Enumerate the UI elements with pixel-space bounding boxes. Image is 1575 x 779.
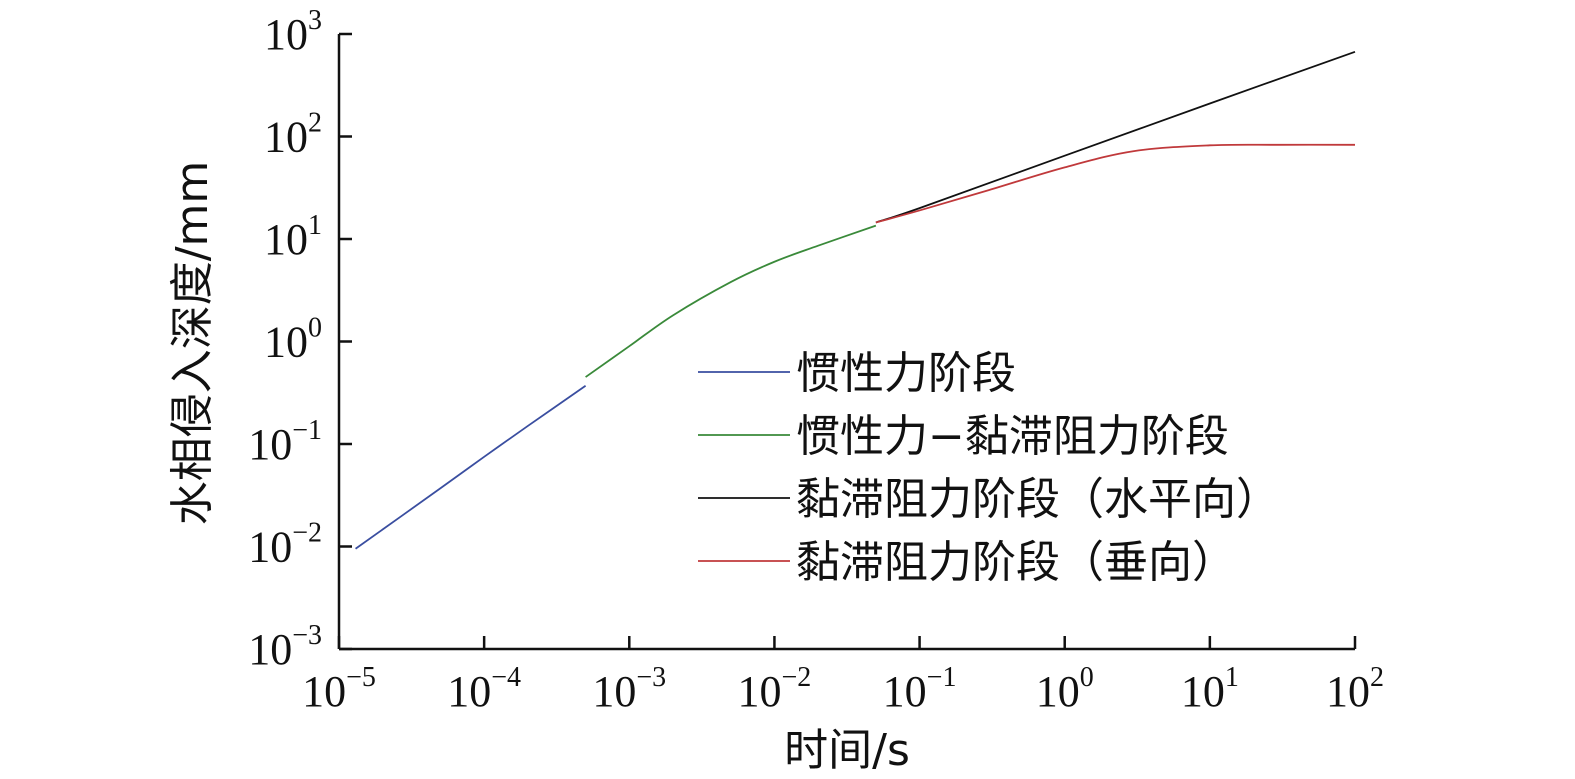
x-tick-label: 100	[1036, 662, 1094, 716]
y-tick-label: 102	[264, 108, 322, 162]
legend-label-3: 黏滞阻力阶段（水平向）	[796, 474, 1280, 525]
y-tick-label: 10−2	[248, 518, 322, 572]
y-ticks: 10−3 10−2 10−1 100 101 102 103	[248, 5, 352, 674]
y-tick-label: 10−1	[248, 415, 322, 469]
x-tick-label: 101	[1181, 662, 1239, 716]
x-tick-label: 10−5	[302, 662, 376, 716]
y-tick-label: 10−3	[248, 620, 322, 674]
series-line-1	[355, 385, 587, 550]
series-line-4	[875, 143, 1356, 224]
x-axis-title: 时间/s	[784, 725, 910, 776]
legend-label-4: 黏滞阻力阶段（垂向）	[796, 537, 1236, 588]
legend-label-2: 惯性力−黏滞阻力阶段	[796, 411, 1229, 462]
series-lines	[355, 50, 1356, 550]
x-tick-label: 10−1	[883, 662, 957, 716]
x-tick-label: 10−2	[738, 662, 812, 716]
x-tick-label: 10−3	[592, 662, 666, 716]
x-tick-label: 10−4	[447, 662, 521, 716]
y-tick-label: 100	[264, 313, 322, 367]
series-line-2	[585, 224, 877, 378]
series-line-3	[875, 50, 1356, 224]
y-axis-title: 水相侵入深度/mm	[167, 161, 218, 526]
legend-label-1: 惯性力阶段	[796, 348, 1016, 399]
y-tick-label: 103	[264, 5, 322, 59]
x-ticks: 10−5 10−4 10−3 10−2 10−1 100 101 102	[302, 636, 1384, 716]
x-tick-label: 102	[1326, 662, 1384, 716]
y-tick-label: 101	[264, 210, 322, 264]
